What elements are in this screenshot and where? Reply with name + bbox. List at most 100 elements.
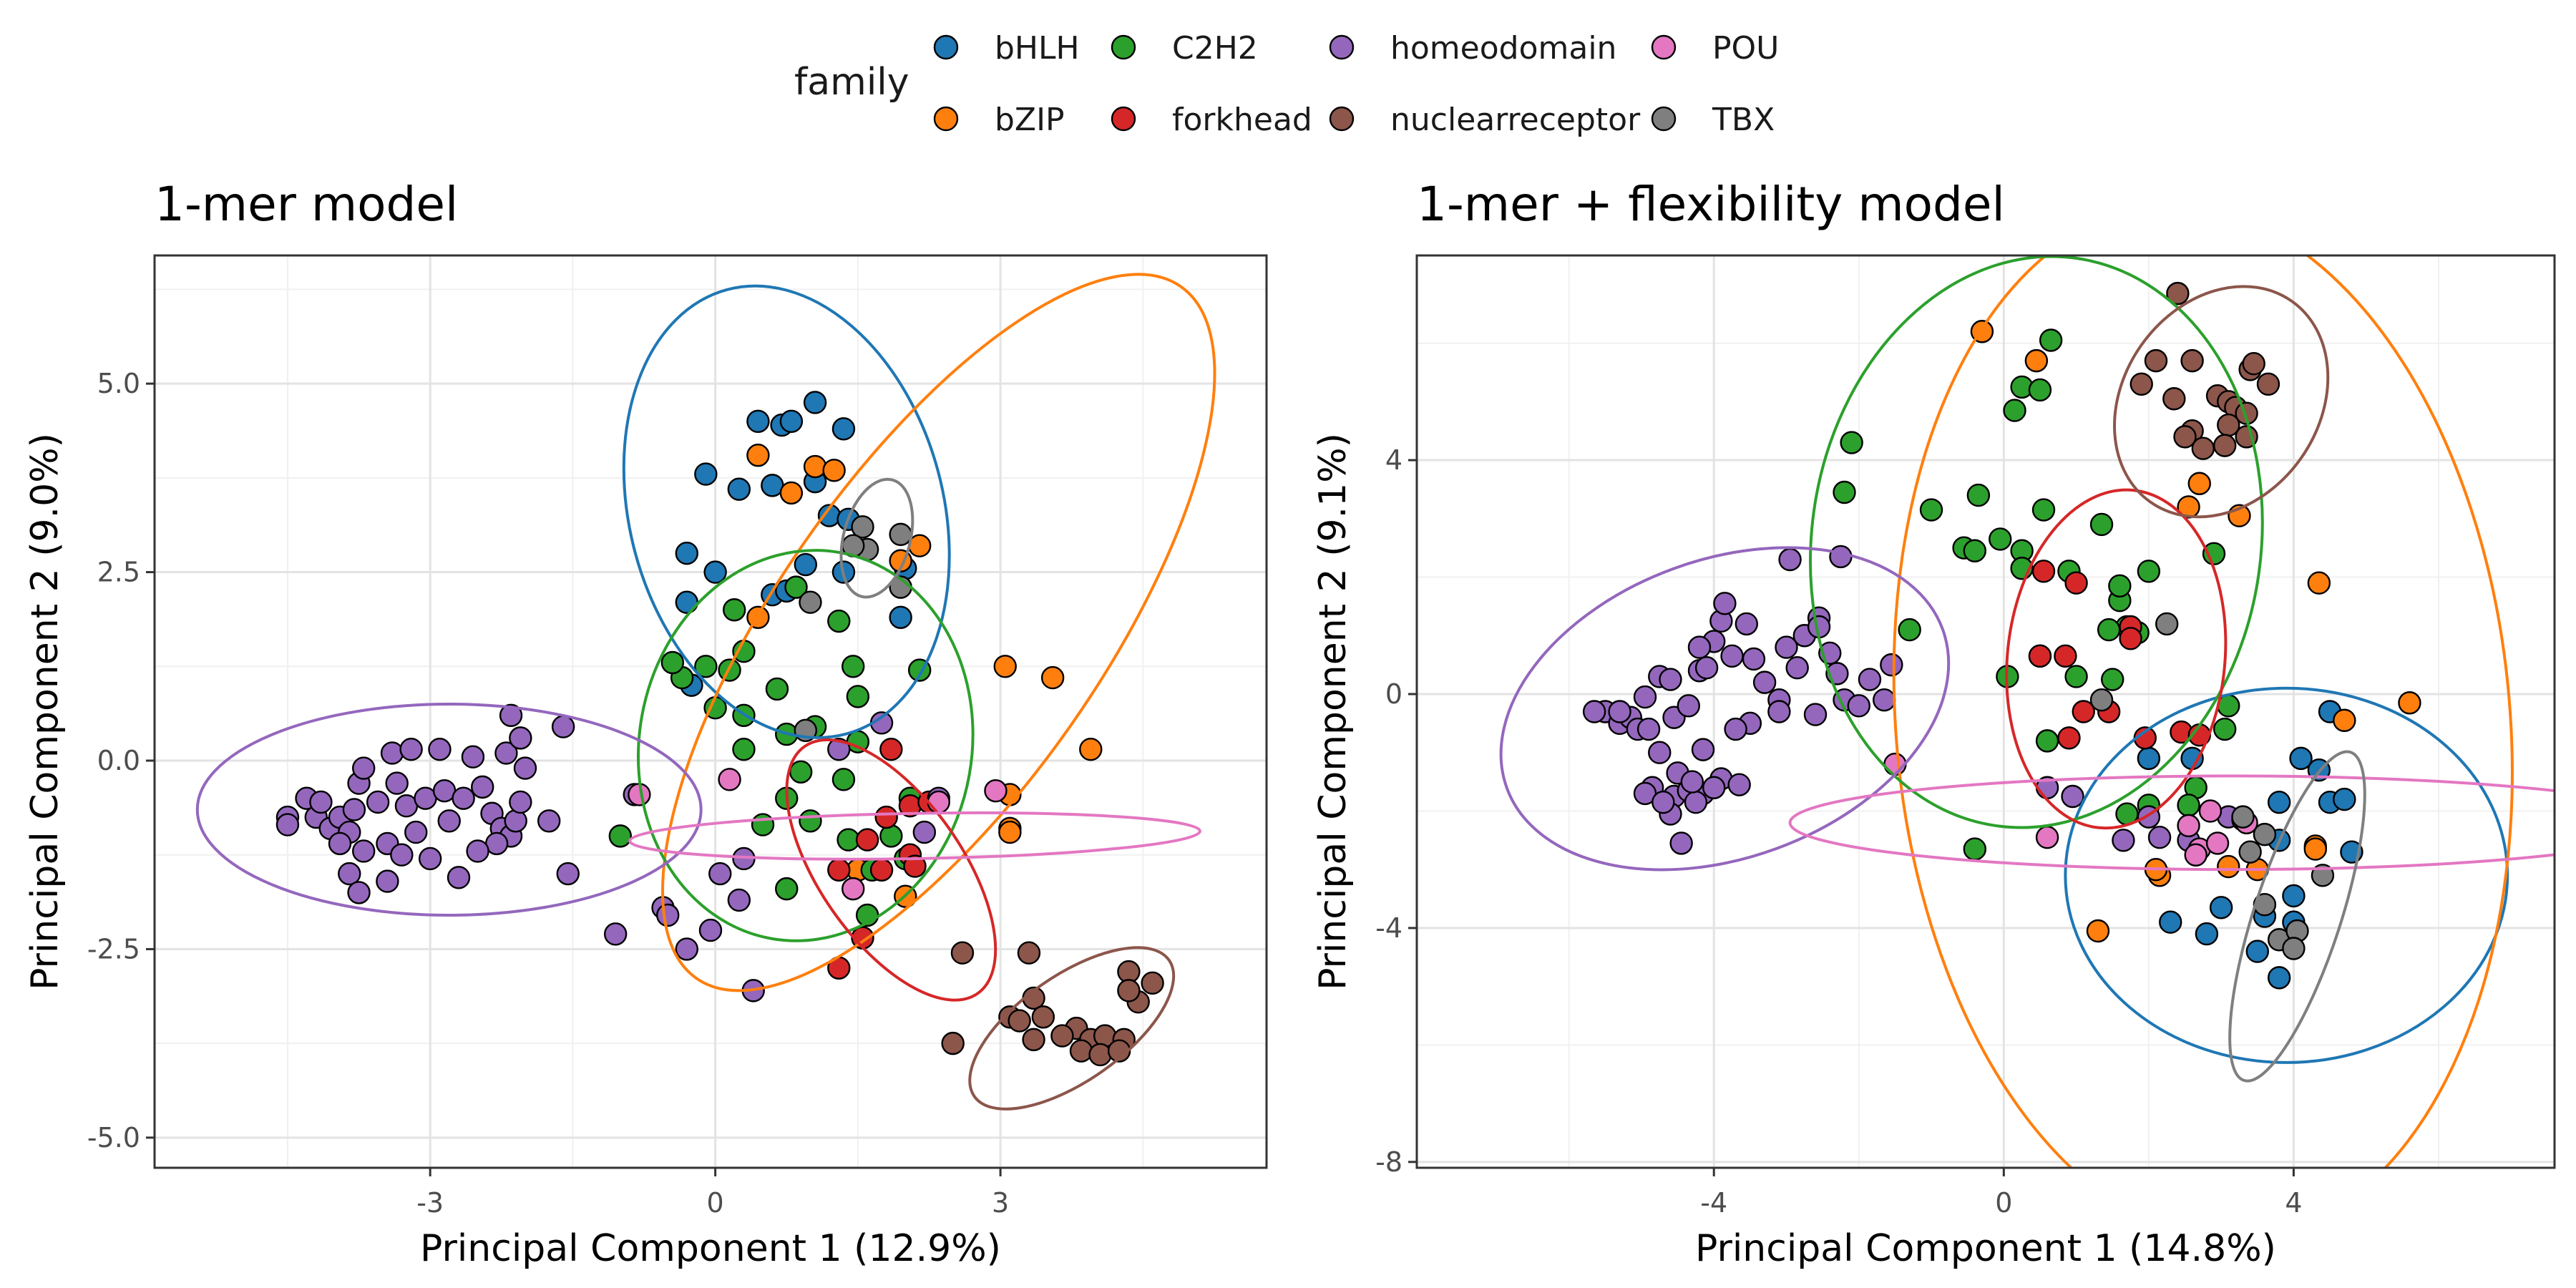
point-nuclearreceptor [1017,941,1041,965]
point-forkhead [2119,627,2142,650]
point-forkhead [2057,726,2081,750]
axis-ticks: -4 0 4 -8 -4 0 4 [1375,444,2302,1219]
point-pou [1883,752,1907,776]
ellipse-nuclearreceptor [2113,285,2330,519]
point-homeodomain [352,839,376,863]
point-homeodomain [1608,700,1631,723]
point-forkhead [903,854,927,878]
point-nuclearreceptor [1069,1039,1093,1063]
legend-item-nuclearreceptor: nuclearreceptor [1329,102,1641,138]
point-homeodomain [1880,653,1903,677]
point-homeodomain [1677,694,1700,718]
point-nuclearreceptor [1141,971,1164,995]
point-homeodomain [347,881,371,904]
legend-marker-forkhead [1111,106,1136,132]
point-nuclearreceptor [2235,401,2258,425]
points-layer [275,391,1164,1067]
point-forkhead [855,828,879,852]
legend-marker-nuclearreceptor [1329,106,1355,132]
point-nuclearreceptor [2242,352,2265,376]
point-pou [2177,814,2200,838]
point-bhlh [675,542,698,565]
point-forkhead [2054,644,2077,668]
point-homeodomain [447,866,471,889]
point-bhlh [889,605,912,629]
point-nuclearreceptor [941,1031,965,1055]
point-bzip [746,444,770,467]
point-c2h2 [2108,574,2132,597]
y-tick-label: -5.0 [87,1122,140,1153]
ellipse-bzip [1892,255,2514,1168]
point-homeodomain [509,790,532,814]
point-bzip [993,655,1017,678]
legend-item-bhlh: bHLH [933,30,1080,67]
point-c2h2 [751,813,775,836]
x-axis-label: Principal Component 1 (14.8%) [1695,1227,2276,1270]
x-tick-label: -4 [1700,1187,1727,1219]
point-homeodomain [2112,829,2135,852]
point-bzip [1040,665,1065,690]
legend-title: family [794,61,909,104]
point-bzip [822,459,846,482]
point-c2h2 [841,655,865,678]
point-bzip [2086,919,2110,943]
point-homeodomain [452,786,475,810]
y-tick-label: 0.0 [97,745,140,776]
point-c2h2 [2064,665,2088,688]
point-tbx [2155,612,2179,636]
point-homeodomain [1691,738,1715,761]
point-pou [2035,826,2059,849]
point-pou [2205,831,2230,855]
point-c2h2 [2031,498,2056,522]
point-c2h2 [2028,378,2052,402]
point-homeodomain [437,809,461,833]
point-homeodomain [1778,547,1802,572]
point-bhlh [2282,884,2306,908]
series-homeodomain [275,703,950,1002]
point-nuclearreceptor [1107,1039,1131,1063]
panel-title: 1-mer + flexibility model [1417,177,2005,232]
point-homeodomain [328,831,352,856]
point-homeodomain [352,756,376,780]
point-homeodomain [309,790,333,814]
ellipse-c2h2 [637,549,975,942]
point-homeodomain [380,741,404,765]
point-homeodomain [1785,656,1809,680]
y-tick-label: -8 [1375,1146,1402,1178]
point-tbx [2089,688,2114,712]
point-homeodomain [698,918,723,942]
point-bhlh [727,477,751,501]
point-bhlh [694,462,718,486]
point-homeodomain [1648,741,1672,764]
point-homeodomain [428,737,452,761]
legend-label: TBX [1712,102,1775,138]
ellipse-forkhead [785,738,997,1002]
legend-item-tbx: TBX [1651,102,1775,138]
point-homeodomain [1636,717,1661,741]
ellipse-bzip [661,273,1216,992]
ellipses-layer [195,273,1216,1111]
ellipse-pou [628,811,1201,861]
legend-marker-bzip [933,106,959,132]
point-c2h2 [1840,431,1863,454]
point-tbx [799,590,822,614]
point-homeodomain [1724,717,1747,741]
point-homeodomain [1684,790,1708,814]
panel-1mer-flexibility-model: -4 0 4 -8 -4 0 4 1-mer + flexibility model Princ… [1312,177,2556,1270]
gridlines [1417,255,2555,1168]
point-bhlh [803,391,827,414]
point-homeodomain [1652,790,1675,814]
point-bhlh [746,409,770,434]
point-homeodomain [1582,700,1606,723]
point-c2h2 [2213,717,2237,741]
point-bhlh [779,409,804,434]
point-homeodomain [827,737,851,761]
point-nuclearreceptor [1088,1043,1112,1067]
point-c2h2 [831,768,856,791]
point-homeodomain [1858,668,1882,691]
point-bhlh [2137,746,2161,771]
point-c2h2 [608,824,633,848]
legend-item-pou: POU [1651,30,1779,67]
legend: family bHLH bZIP C2H2 forkhead homeodomain nu… [794,30,1779,138]
point-bhlh [2159,910,2182,934]
